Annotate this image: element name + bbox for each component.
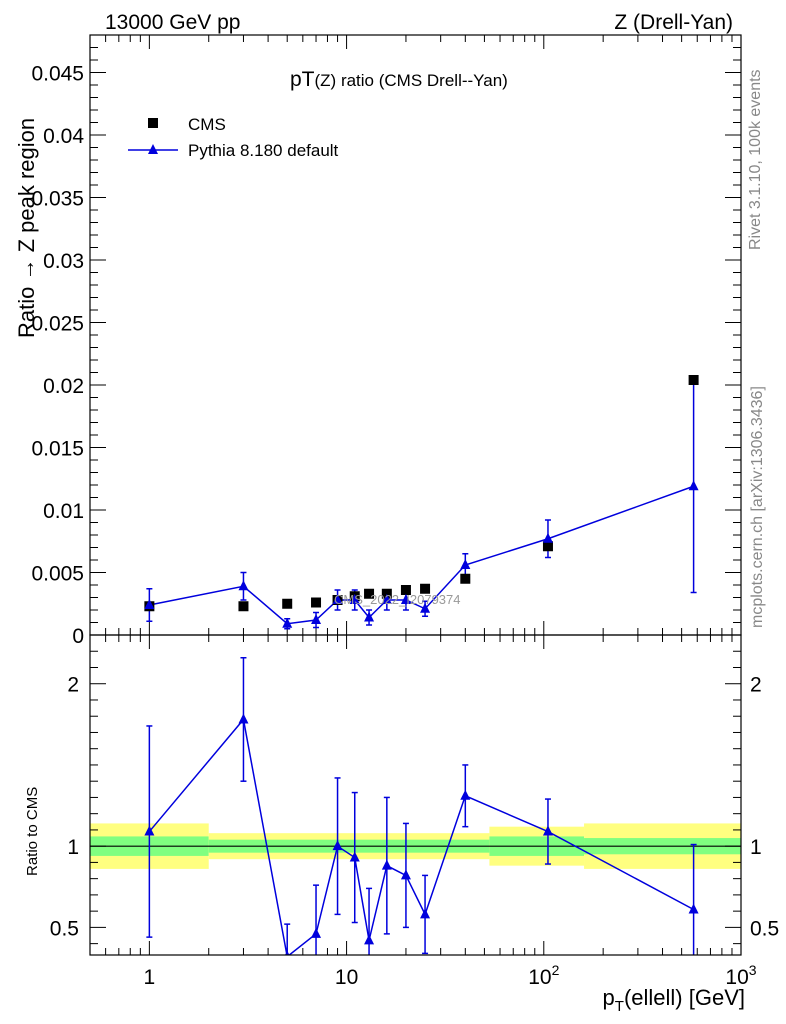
ratio-point (542, 825, 553, 836)
x-tick-labels: 1 10 102 103 (144, 962, 757, 989)
main-data-marks (144, 375, 699, 630)
y-tick-label: 0.01 (43, 500, 84, 523)
main-axis-ticks: 0 0.005 0.01 0.015 0.02 0.025 0.03 0.035 0.04 0.0… (31, 34, 741, 648)
pythia-point (364, 611, 375, 622)
main-y-axis-label: Ratio → Z peak region (14, 118, 39, 338)
x-tick-label: 1 (144, 966, 156, 989)
ratio-data-marks (144, 656, 699, 955)
ratio-point (364, 934, 375, 945)
header-left: 13000 GeV pp (105, 11, 240, 34)
pythia-point (282, 617, 293, 628)
ratio-y-axis-label: Ratio to CMS (24, 787, 41, 876)
ratio-point (688, 903, 699, 914)
cms-point (420, 583, 431, 594)
y-tick-label: 0.015 (31, 438, 84, 461)
ratio-plot-frame (89, 634, 742, 956)
ratio-point (349, 851, 360, 862)
pythia-point (688, 480, 699, 491)
ratio-point (311, 927, 322, 938)
y-tick-label: 2 (67, 674, 79, 697)
x-tick-label: 102 (528, 962, 559, 989)
pythia-point (381, 594, 392, 604)
pythia-point (311, 614, 322, 624)
legend-pythia-label: Pythia 8.180 default (188, 141, 339, 160)
cms-point (460, 573, 471, 584)
ratio-uncertainty-band (90, 823, 741, 869)
ratio-point (238, 713, 249, 724)
y-tick-label: 0.5 (50, 917, 79, 940)
y-tick-label: 0 (72, 625, 84, 648)
cms-point (400, 585, 411, 595)
y-tick-label: 0.035 (31, 188, 84, 211)
y-tick-label: 0.025 (31, 313, 84, 336)
pythia-point (420, 602, 431, 613)
legend-pythia-marker (148, 144, 158, 154)
ratio-point (381, 859, 392, 870)
cms-point (542, 541, 553, 552)
cms-point (311, 597, 322, 608)
cms-point (381, 588, 392, 599)
mcplots-label: mcplots.cern.ch [arXiv:1306.3436] (749, 386, 766, 628)
y-tick-label: 0.03 (43, 250, 84, 273)
pythia-point (332, 594, 343, 604)
pythia-point (144, 599, 155, 609)
main-plot-title: pT(Z) ratio (CMS Drell--Yan) (290, 68, 508, 91)
pythia-point (349, 594, 360, 604)
pythia-point (460, 559, 471, 569)
legend-cms-label: CMS (188, 115, 226, 134)
x-tick-label: 10 (335, 966, 358, 989)
ratio-point (400, 869, 411, 880)
ratio-point (332, 840, 343, 851)
legend-cms-marker (148, 118, 158, 128)
cms-point (688, 375, 699, 385)
ratio-point (285, 950, 290, 955)
x-tick-label: 103 (725, 962, 756, 989)
cms-point (364, 588, 375, 599)
cms-point (238, 601, 249, 612)
ratio-point (420, 908, 431, 919)
pythia-point (400, 594, 411, 604)
main-panel: Ratio → Z peak region pT(Z) ratio (CMS D… (14, 34, 742, 648)
y-tick-label: 0.04 (43, 125, 84, 148)
y-tick-label: 1 (67, 836, 79, 859)
ratio-point (460, 789, 471, 800)
y-tick-label: 0.005 (31, 563, 84, 586)
ratio-point (144, 825, 155, 836)
y-tick-label-right: 1 (750, 836, 762, 859)
header-right: Z (Drell-Yan) (614, 11, 733, 34)
y-tick-label: 0.045 (31, 63, 84, 86)
y-tick-label: 0.02 (43, 375, 84, 398)
y-tick-label-right: 0.5 (750, 917, 779, 940)
cms-point (282, 598, 293, 609)
ratio-panel: Ratio to CMS 0.5 0.5 1 1 2 2 1 10 102 103 pT(ell… (24, 634, 779, 1015)
pythia-point (542, 532, 553, 543)
x-axis-label: pT(ellell) [GeV] (603, 985, 745, 1015)
pythia-point (238, 580, 249, 591)
analysis-watermark: CMS_2022_I2079374 (334, 592, 461, 607)
legend: CMS Pythia 8.180 default (128, 115, 339, 160)
rivet-label: Rivet 3.1.10, 100k events (747, 69, 764, 250)
y-tick-label-right: 2 (750, 674, 762, 697)
ratio-clipped-group (144, 656, 699, 955)
ratio-axis-ticks: 0.5 0.5 1 1 2 2 (50, 635, 779, 955)
